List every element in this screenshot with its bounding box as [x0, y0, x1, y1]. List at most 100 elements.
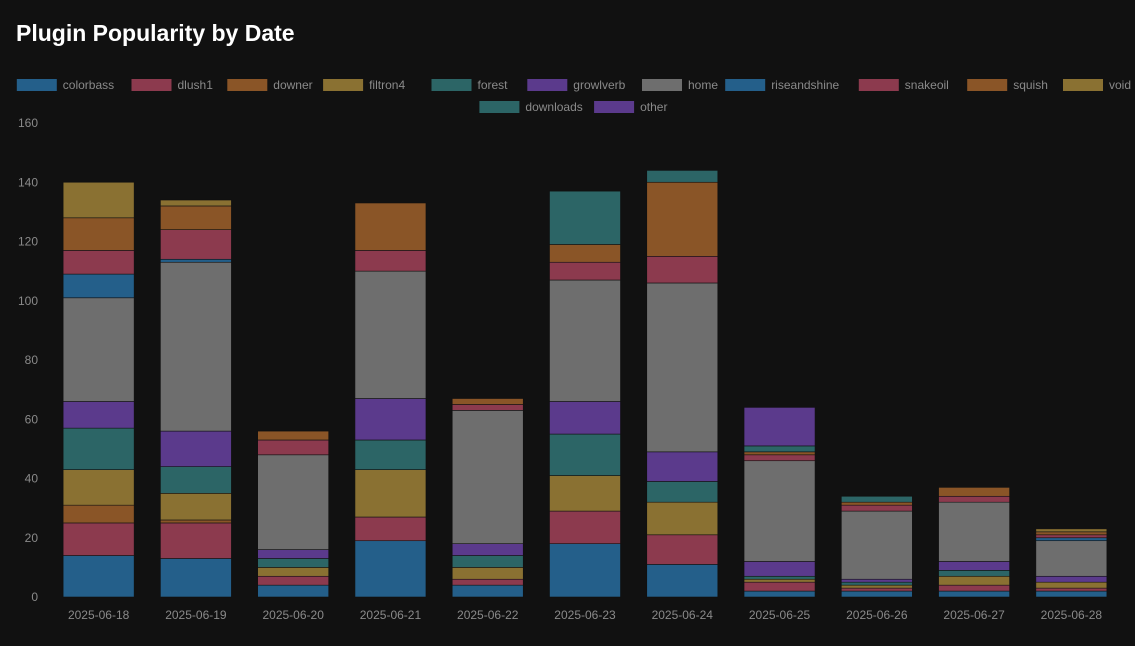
- bar-segment-squish[interactable]: [451, 398, 524, 405]
- bar-segment-home[interactable]: [1035, 540, 1108, 577]
- bar-segment-colorbass[interactable]: [160, 558, 232, 598]
- bar-segment-colorbass[interactable]: [646, 564, 719, 598]
- bar-segment-colorbass[interactable]: [743, 590, 816, 598]
- bar-segment-snakeoil[interactable]: [62, 250, 135, 275]
- bar-segment-downloads[interactable]: [841, 495, 913, 503]
- legend-item-downer[interactable]: downer: [227, 78, 313, 92]
- bar-segment-colorbass[interactable]: [354, 540, 427, 598]
- bar-segment-colorbass[interactable]: [62, 555, 135, 598]
- bar-segment-void[interactable]: [62, 181, 135, 219]
- bar-segment-dlush1[interactable]: [549, 510, 621, 544]
- bar-segment-growlverb[interactable]: [938, 561, 1010, 571]
- bar-segment-forest[interactable]: [160, 466, 232, 494]
- bar-segment-colorbass[interactable]: [451, 584, 524, 598]
- bar-segment-dlush1[interactable]: [743, 581, 816, 592]
- bar-segment-void[interactable]: [1035, 528, 1108, 533]
- legend-item-filtron4[interactable]: filtron4: [323, 78, 405, 92]
- bar-segment-growlverb[interactable]: [354, 398, 427, 441]
- bar-segment-home[interactable]: [938, 501, 1010, 562]
- bar-segment-squish[interactable]: [938, 487, 1010, 497]
- bar-segment-growlverb[interactable]: [549, 401, 621, 435]
- legend-item-void[interactable]: void: [1063, 78, 1131, 92]
- bar-segment-colorbass[interactable]: [1035, 590, 1108, 598]
- bar-segment-filtron4[interactable]: [160, 493, 232, 521]
- bar-segment-dlush1[interactable]: [451, 578, 524, 586]
- bar-segment-dlush1[interactable]: [354, 516, 427, 542]
- bar-segment-home[interactable]: [62, 297, 135, 402]
- bar-segment-snakeoil[interactable]: [646, 256, 719, 284]
- bar-segment-forest[interactable]: [62, 427, 135, 470]
- bar-segment-home[interactable]: [743, 460, 816, 562]
- bar-segment-snakeoil[interactable]: [160, 229, 232, 260]
- bar-segment-downer[interactable]: [62, 504, 135, 524]
- legend-item-colorbass[interactable]: colorbass: [16, 78, 114, 92]
- legend-item-snakeoil[interactable]: snakeoil: [858, 78, 949, 92]
- bar-segment-filtron4[interactable]: [549, 475, 621, 512]
- bar-segment-squish[interactable]: [743, 451, 816, 456]
- bar-segment-growlverb[interactable]: [451, 543, 524, 556]
- bar-segment-colorbass[interactable]: [257, 584, 329, 598]
- bar-segment-filtron4[interactable]: [1035, 581, 1108, 589]
- bar-segment-snakeoil[interactable]: [257, 439, 329, 456]
- bar-segment-filtron4[interactable]: [938, 575, 1010, 586]
- bar-segment-snakeoil[interactable]: [743, 454, 816, 462]
- bar-segment-forest[interactable]: [841, 581, 913, 586]
- bar-segment-squish[interactable]: [257, 430, 329, 441]
- bar-segment-riseandshine[interactable]: [62, 273, 135, 299]
- bar-segment-forest[interactable]: [646, 481, 719, 503]
- bar-segment-home[interactable]: [451, 410, 524, 544]
- bar-segment-filtron4[interactable]: [646, 501, 719, 536]
- bar-segment-riseandshine[interactable]: [1035, 537, 1108, 542]
- bar-segment-filtron4[interactable]: [62, 469, 135, 506]
- bar-segment-colorbass[interactable]: [549, 543, 621, 598]
- bar-segment-home[interactable]: [257, 454, 329, 550]
- legend-item-riseandshine[interactable]: riseandshine: [725, 78, 840, 92]
- bar-segment-forest[interactable]: [549, 433, 621, 476]
- bar-segment-squish[interactable]: [549, 244, 621, 263]
- bar-segment-filtron4[interactable]: [451, 567, 524, 580]
- bar-segment-colorbass[interactable]: [938, 590, 1010, 598]
- bar-segment-growlverb[interactable]: [62, 401, 135, 429]
- bar-segment-filtron4[interactable]: [354, 469, 427, 518]
- bar-segment-growlverb[interactable]: [1035, 575, 1108, 583]
- bar-segment-squish[interactable]: [841, 501, 913, 506]
- bar-segment-downloads[interactable]: [549, 190, 621, 245]
- bar-segment-dlush1[interactable]: [646, 534, 719, 565]
- bar-segment-home[interactable]: [549, 279, 621, 402]
- bar-segment-squish[interactable]: [1035, 531, 1108, 536]
- bar-segment-forest[interactable]: [743, 575, 816, 580]
- bar-segment-squish[interactable]: [62, 217, 135, 251]
- bar-segment-home[interactable]: [646, 282, 719, 453]
- bar-segment-forest[interactable]: [938, 570, 1010, 577]
- bar-segment-snakeoil[interactable]: [841, 504, 913, 512]
- bar-segment-home[interactable]: [160, 261, 232, 432]
- bar-segment-dlush1[interactable]: [841, 587, 913, 592]
- legend-item-dlush1[interactable]: dlush1: [131, 78, 214, 92]
- bar-segment-dlush1[interactable]: [160, 522, 232, 559]
- legend-item-home[interactable]: home: [642, 78, 718, 92]
- bar-segment-growlverb[interactable]: [160, 430, 232, 467]
- bar-segment-home[interactable]: [841, 510, 913, 580]
- bar-segment-forest[interactable]: [451, 555, 524, 568]
- legend-item-other[interactable]: other: [594, 100, 667, 114]
- bar-segment-other[interactable]: [743, 407, 816, 447]
- bar-segment-growlverb[interactable]: [841, 578, 913, 583]
- bar-segment-downer[interactable]: [160, 519, 232, 524]
- bar-segment-filtron4[interactable]: [841, 584, 913, 589]
- bar-segment-growlverb[interactable]: [257, 549, 329, 559]
- bar-segment-squish[interactable]: [646, 181, 719, 257]
- bar-segment-forest[interactable]: [257, 558, 329, 568]
- bar-segment-riseandshine[interactable]: [160, 258, 232, 263]
- bar-segment-void[interactable]: [160, 199, 232, 207]
- bar-segment-dlush1[interactable]: [1035, 587, 1108, 592]
- bar-segment-filtron4[interactable]: [743, 578, 816, 583]
- bar-segment-squish[interactable]: [354, 202, 427, 251]
- bar-segment-colorbass[interactable]: [841, 590, 913, 598]
- bar-segment-filtron4[interactable]: [257, 567, 329, 577]
- bar-segment-snakeoil[interactable]: [1035, 534, 1108, 539]
- legend-item-squish[interactable]: squish: [967, 78, 1048, 92]
- legend-item-forest[interactable]: forest: [431, 78, 509, 92]
- bar-segment-home[interactable]: [354, 270, 427, 399]
- legend-item-downloads[interactable]: downloads: [479, 100, 583, 114]
- bar-segment-growlverb[interactable]: [743, 561, 816, 577]
